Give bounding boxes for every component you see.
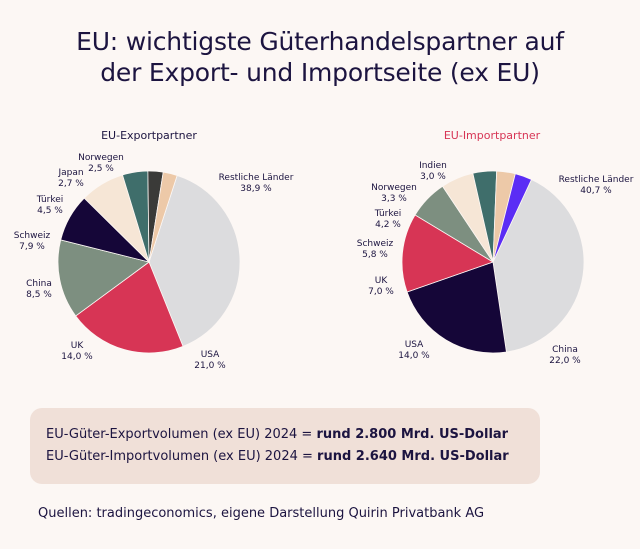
import-label-value-indien: 3,0 %: [420, 172, 446, 182]
export-label-value-china: 8,5 %: [26, 290, 52, 300]
export-label-value-restliche-laender: 38,9 %: [240, 184, 272, 194]
import-label-name-schweiz: Schweiz: [357, 239, 394, 249]
import-slice-indien: [492, 173, 532, 263]
title-line-2: der Export- und Importseite (ex EU): [100, 58, 540, 87]
import-volume-label: EU-Güter-Importvolumen (ex EU) 2024 =: [46, 449, 318, 464]
export-label-usa: USA 21,0 %: [194, 350, 226, 371]
import-label-name-usa: USA: [405, 340, 424, 350]
export-slice-usa: [75, 261, 184, 354]
export-label-value-schweiz: 7,9 %: [19, 242, 45, 252]
export-label-value-usa: 21,0 %: [194, 361, 226, 371]
import-label-value-tuerkei: 4,2 %: [375, 220, 401, 230]
import-label-tuerkei: Türkei 4,2 %: [374, 209, 402, 230]
export-label-restliche-laender: Restliche Länder 38,9 %: [219, 173, 294, 194]
page-title: EU: wichtigste Güterhandelspartner auf d…: [0, 26, 640, 88]
import-label-name-china: China: [552, 345, 578, 355]
export-label-norwegen: Norwegen 2,5 %: [78, 153, 124, 174]
import-label-value-restliche-laender: 40,7 %: [580, 186, 612, 196]
export-label-value-japan: 2,7 %: [58, 179, 84, 189]
export-chart-title: EU-Exportpartner: [101, 129, 197, 142]
import-volume-row: EU-Güter-Importvolumen (ex EU) 2024 = ru…: [46, 446, 540, 468]
import-label-value-schweiz: 5,8 %: [362, 250, 388, 260]
import-slice-usa: [401, 214, 494, 293]
import-slice-china: [406, 261, 507, 354]
export-label-japan: Japan 2,7 %: [57, 168, 84, 189]
import-label-name-uk: UK: [375, 276, 389, 286]
export-label-uk: UK 14,0 %: [61, 341, 93, 362]
import-label-name-restliche-laender: Restliche Länder: [559, 175, 634, 185]
export-label-name-china: China: [26, 279, 52, 289]
volume-summary-box: EU-Güter-Exportvolumen (ex EU) 2024 = ru…: [30, 408, 540, 484]
import-slice-restliche-laender: [492, 178, 585, 353]
export-label-name-japan: Japan: [57, 168, 83, 178]
import-label-value-uk: 7,0 %: [368, 287, 394, 297]
import-label-uk: UK 7,0 %: [368, 276, 394, 297]
import-label-value-norwegen: 3,3 %: [381, 194, 407, 204]
import-label-value-usa: 14,0 %: [398, 351, 430, 361]
export-label-value-tuerkei: 4,5 %: [37, 206, 63, 216]
export-label-name-restliche-laender: Restliche Länder: [219, 173, 294, 183]
export-slice-norwegen: [148, 171, 178, 263]
export-slice-restliche-laender: [148, 174, 241, 347]
export-label-schweiz: Schweiz 7,9 %: [14, 231, 51, 252]
export-label-name-tuerkei: Türkei: [36, 195, 64, 205]
source-note: Quellen: tradingeconomics, eigene Darste…: [38, 506, 485, 521]
export-label-tuerkei: Türkei 4,5 %: [36, 195, 64, 216]
import-label-value-china: 22,0 %: [549, 356, 581, 366]
export-label-value-norwegen: 2,5 %: [88, 164, 114, 174]
import-chart-title: EU-Importpartner: [443, 129, 541, 142]
import-volume-value: rund 2.640 Mrd. US-Dollar: [317, 449, 509, 464]
export-label-name-norwegen: Norwegen: [78, 153, 124, 163]
export-label-name-usa: USA: [201, 350, 220, 360]
import-label-schweiz: Schweiz 5,8 %: [357, 239, 394, 260]
import-label-indien: Indien 3,0 %: [419, 161, 447, 182]
export-volume-row: EU-Güter-Exportvolumen (ex EU) 2024 = ru…: [46, 424, 540, 446]
export-label-china: China 8,5 %: [26, 279, 52, 300]
export-label-name-uk: UK: [71, 341, 85, 351]
export-volume-value: rund 2.800 Mrd. US-Dollar: [316, 427, 509, 442]
import-label-name-tuerkei: Türkei: [374, 209, 402, 219]
import-label-usa: USA 14,0 %: [398, 340, 430, 361]
import-label-restliche-laender: Restliche Länder 40,7 %: [559, 175, 634, 196]
export-label-name-schweiz: Schweiz: [14, 231, 51, 241]
import-label-name-norwegen: Norwegen: [371, 183, 417, 193]
title-line-1: EU: wichtigste Güterhandelspartner auf: [76, 27, 564, 56]
import-label-name-indien: Indien: [419, 161, 447, 171]
export-label-value-uk: 14,0 %: [61, 352, 93, 362]
export-volume-label: EU-Güter-Exportvolumen (ex EU) 2024 =: [46, 427, 317, 442]
import-label-china: China 22,0 %: [549, 345, 581, 366]
import-label-norwegen: Norwegen 3,3 %: [371, 183, 417, 204]
export-slice-uk: [57, 239, 150, 317]
